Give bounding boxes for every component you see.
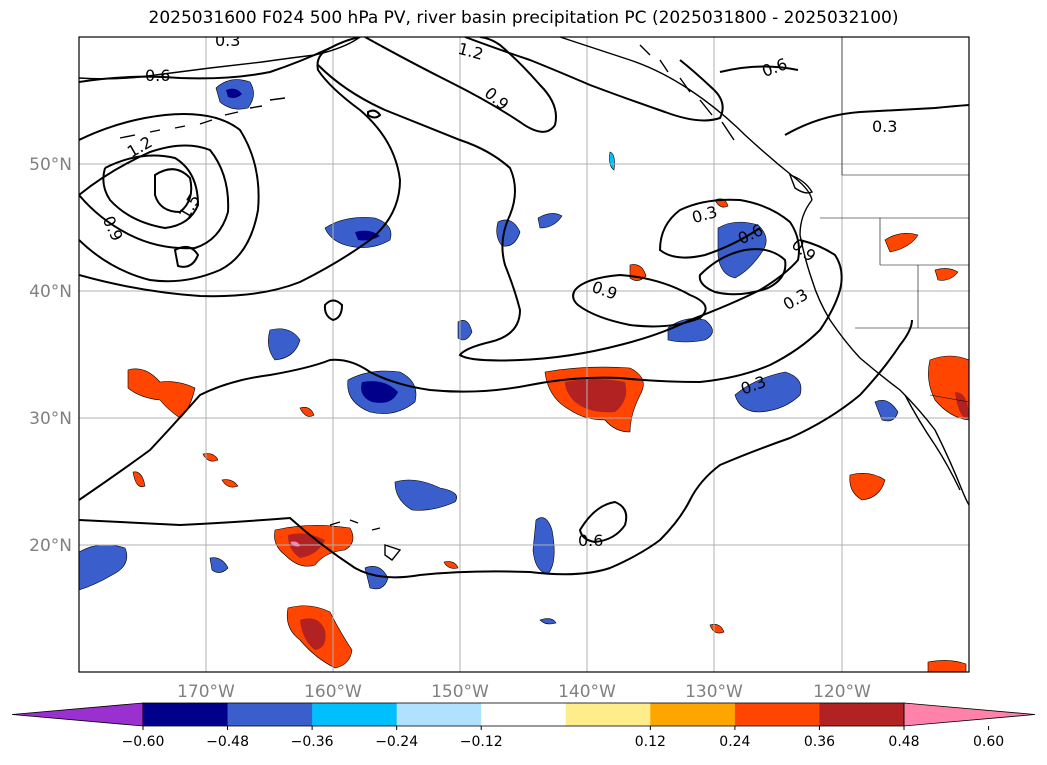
colorbar-tick-label: −0.12 xyxy=(460,734,503,750)
precip-area xyxy=(443,561,459,569)
pv-contour xyxy=(79,239,843,501)
precip-area xyxy=(209,557,229,573)
pv-contour xyxy=(79,113,260,283)
colorbar-tick-label: 0.24 xyxy=(719,734,750,750)
precip-area xyxy=(226,88,242,98)
pv-contour xyxy=(79,47,402,298)
precip-area xyxy=(361,381,398,403)
lon-label: 140°W xyxy=(558,682,616,702)
precip-area xyxy=(565,379,627,413)
colorbar-tick-label: −0.24 xyxy=(375,734,418,750)
pv-contour xyxy=(719,65,799,73)
precip-area xyxy=(927,660,967,672)
precip-area xyxy=(884,233,919,253)
colorbar-tick-label: 0.60 xyxy=(973,734,1004,750)
colorbar-segment xyxy=(312,703,398,726)
colorbar-extend-min xyxy=(11,702,144,727)
pv-contour xyxy=(784,104,969,136)
pv-contour xyxy=(578,500,628,544)
pv-contour xyxy=(79,144,230,250)
pv-contour xyxy=(317,64,800,362)
lon-label: 120°W xyxy=(813,682,871,702)
coastline-baja xyxy=(904,394,961,491)
pv-contour xyxy=(464,37,724,122)
precip-area xyxy=(300,618,326,650)
coastline-vancouver-island xyxy=(788,173,814,194)
colorbar: −0.60 −0.48 −0.36 −0.24 −0.12 0.12 0.24 0.36 0.4… xyxy=(11,702,1036,750)
pv-contours xyxy=(79,37,969,579)
coastline-alaska-panhandle xyxy=(559,37,813,201)
colorbar-segment xyxy=(650,703,736,726)
pv-contour xyxy=(367,109,382,119)
precip-negative-areas xyxy=(79,79,899,625)
precip-area xyxy=(268,328,301,361)
lat-label: 50°N xyxy=(29,155,72,175)
lon-label: 160°W xyxy=(304,682,362,702)
colorbar-tick-label: −0.48 xyxy=(206,734,249,750)
lon-label: 150°W xyxy=(431,682,489,702)
pv-contour xyxy=(102,154,200,230)
contour-label: 0.3 xyxy=(215,31,240,50)
precip-area xyxy=(532,517,555,575)
coastline-aleutians xyxy=(119,97,286,139)
colorbar-tick-label: 0.48 xyxy=(888,734,919,750)
precip-area xyxy=(609,151,615,171)
pv-contour xyxy=(698,248,787,296)
precip-area xyxy=(299,407,315,417)
colorbar-segment xyxy=(227,703,313,726)
precip-area xyxy=(394,479,457,511)
lon-label: 170°W xyxy=(177,682,235,702)
pv-contour xyxy=(79,37,361,83)
precip-area xyxy=(221,479,239,488)
colorbar-tick-label: 0.36 xyxy=(804,734,835,750)
contour-label: 0.6 xyxy=(145,66,170,85)
precip-area xyxy=(537,213,563,229)
map-title: 2025031600 F024 500 hPa PV, river basin … xyxy=(148,8,899,28)
colorbar-tick-label: 0.12 xyxy=(635,734,666,750)
precip-area xyxy=(874,400,899,422)
pv-contour xyxy=(364,37,557,133)
lat-label: 30°N xyxy=(29,409,72,429)
lon-labels: 170°W 160°W 150°W 140°W 130°W 120°W xyxy=(177,682,871,702)
lat-label: 20°N xyxy=(29,536,72,556)
colorbar-segment xyxy=(481,703,567,726)
colorbar-segment xyxy=(819,703,905,726)
pv-contour xyxy=(154,168,193,214)
map-frame xyxy=(78,36,970,673)
precip-area xyxy=(734,371,802,413)
colorbar-segment xyxy=(734,703,820,726)
colorbar-segment xyxy=(565,703,651,726)
precip-area xyxy=(934,268,959,281)
lon-label: 130°W xyxy=(685,682,743,702)
coastline-hawaii xyxy=(329,519,402,561)
pv-contour xyxy=(173,245,200,268)
colorbar-extend-max xyxy=(903,702,1036,727)
map-plot-area: 0.3 0.6 1.2 0.9 0.6 0.3 1.2 1.5 0.9 0.3 … xyxy=(79,31,969,672)
precip-area xyxy=(539,618,557,625)
contour-label: 0.3 xyxy=(872,117,897,136)
pv-contour xyxy=(323,299,344,322)
lat-labels: 50°N 40°N 30°N 20°N xyxy=(29,155,72,556)
coastline-bc-islands xyxy=(639,44,735,141)
colorbar-frame xyxy=(142,702,905,727)
precip-area xyxy=(132,471,146,487)
precip-area xyxy=(849,473,886,501)
contour-label: 0.6 xyxy=(578,531,603,550)
lat-label: 40°N xyxy=(29,282,72,302)
precip-area xyxy=(955,392,969,420)
colorbar-segment xyxy=(143,703,229,726)
precip-area xyxy=(457,320,473,341)
colorbar-tick-label: −0.36 xyxy=(291,734,334,750)
pv-contour xyxy=(79,319,913,579)
pv-contour xyxy=(572,273,707,328)
colorbar-segment xyxy=(396,703,482,726)
coastline-us-west xyxy=(799,199,969,506)
borders xyxy=(820,37,969,403)
colorbar-tick-label: −0.60 xyxy=(122,734,165,750)
